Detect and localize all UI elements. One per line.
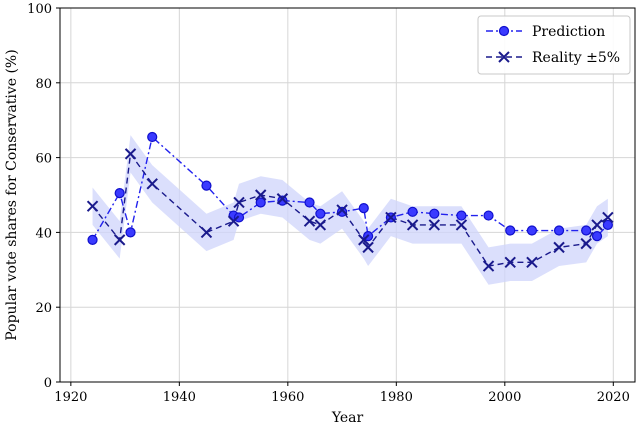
prediction-point — [602, 219, 613, 231]
reality-point — [602, 211, 614, 224]
reality-point — [358, 234, 370, 246]
reality-point — [255, 189, 267, 201]
prediction-point — [201, 180, 212, 191]
prediction-point — [526, 225, 538, 236]
prediction-point — [336, 206, 348, 217]
prediction-point — [315, 208, 326, 219]
y-tick-label: 0 — [44, 376, 52, 391]
reality-point — [504, 256, 516, 269]
x-marker-stroke — [255, 189, 267, 201]
prediction-point — [147, 131, 158, 143]
prediction-point — [505, 225, 516, 236]
legend-reality-label: Reality ±5% — [532, 50, 620, 66]
x-marker-stroke — [113, 234, 126, 246]
y-tick-label: 100 — [27, 2, 52, 17]
x-marker-stroke — [276, 193, 289, 205]
reality-point — [336, 204, 348, 216]
reality-point — [428, 219, 440, 231]
y-tick-label: 40 — [35, 226, 52, 241]
prediction-point — [553, 225, 565, 236]
reality-point — [482, 260, 495, 272]
reality-point — [580, 237, 592, 250]
reality-point — [124, 148, 137, 160]
legend-prediction-marker — [498, 25, 510, 37]
x-marker-stroke — [314, 219, 327, 231]
prediction-point — [456, 210, 467, 221]
prediction-point — [407, 206, 418, 217]
reality-point — [86, 200, 99, 212]
reality-point — [526, 256, 538, 269]
reality-point — [362, 241, 374, 254]
reality-band — [92, 135, 608, 285]
axis-ticks: 1920 1940 1960 1980 2000 2020 0 20 40 60 80 100 — [27, 2, 630, 405]
x-marker-stroke — [227, 215, 240, 227]
reality-point — [233, 196, 245, 209]
prediction-point — [429, 208, 440, 219]
x-marker-stroke — [602, 211, 614, 224]
x-marker-stroke — [358, 234, 370, 246]
prediction-point — [277, 195, 288, 206]
prediction-point — [581, 225, 592, 236]
reality-point — [591, 219, 603, 231]
prediction-point — [483, 210, 494, 221]
x-marker-stroke — [498, 51, 510, 63]
series-layer — [86, 131, 614, 272]
reality-point — [314, 219, 327, 231]
reality-point — [553, 241, 565, 254]
legend-reality-marker — [498, 51, 510, 63]
x-marker-stroke — [504, 256, 516, 269]
x-marker-stroke — [336, 204, 348, 216]
prediction-point — [358, 202, 369, 214]
reality-point — [455, 219, 468, 231]
x-marker-stroke — [200, 226, 213, 239]
x-tick-label: 1940 — [163, 390, 196, 405]
x-tick-label: 2000 — [488, 390, 521, 405]
x-marker-stroke — [580, 237, 592, 250]
x-marker-stroke — [124, 148, 137, 160]
prediction-point — [87, 234, 98, 245]
x-tick-label: 1980 — [380, 390, 413, 405]
x-marker-stroke — [553, 241, 565, 254]
reality-point — [406, 219, 419, 231]
legend: Prediction Reality ±5% — [477, 15, 631, 75]
prediction-point — [304, 197, 315, 208]
x-tick-label: 1920 — [54, 390, 87, 405]
reality-point — [200, 226, 213, 239]
y-tick-label: 20 — [35, 301, 52, 316]
y-tick-label: 80 — [35, 77, 52, 92]
reality-band-area — [92, 135, 608, 285]
x-marker-stroke — [591, 219, 603, 231]
prediction-point — [591, 231, 603, 242]
reality-point — [385, 211, 397, 224]
x-marker-stroke — [233, 196, 245, 209]
x-marker-stroke — [455, 219, 468, 231]
x-marker-stroke — [482, 260, 495, 272]
prediction-point — [114, 188, 125, 199]
prediction-point — [125, 227, 136, 238]
plot-frame — [59, 7, 636, 383]
x-marker-stroke — [385, 211, 397, 224]
reality-point — [276, 193, 289, 205]
x-marker-stroke — [362, 241, 374, 254]
reality-point — [303, 215, 316, 227]
prediction-point — [233, 212, 245, 223]
x-tick-label: 1960 — [271, 390, 304, 405]
x-marker-stroke — [303, 215, 316, 227]
x-marker-stroke — [428, 219, 440, 231]
y-axis-label: Popular vote shares for Conservative (%) — [4, 49, 20, 340]
reality-point — [227, 215, 240, 227]
x-marker-stroke — [86, 200, 99, 212]
x-tick-label: 2020 — [597, 390, 630, 405]
prediction-point — [255, 197, 266, 208]
x-marker-stroke — [146, 178, 158, 190]
x-marker-stroke — [406, 219, 419, 231]
x-axis-label: Year — [331, 410, 364, 426]
legend-prediction-label: Prediction — [532, 24, 605, 40]
reality-point — [146, 178, 158, 190]
x-marker-stroke — [526, 256, 538, 269]
y-tick-label: 60 — [35, 152, 52, 167]
reality-point — [113, 234, 126, 246]
